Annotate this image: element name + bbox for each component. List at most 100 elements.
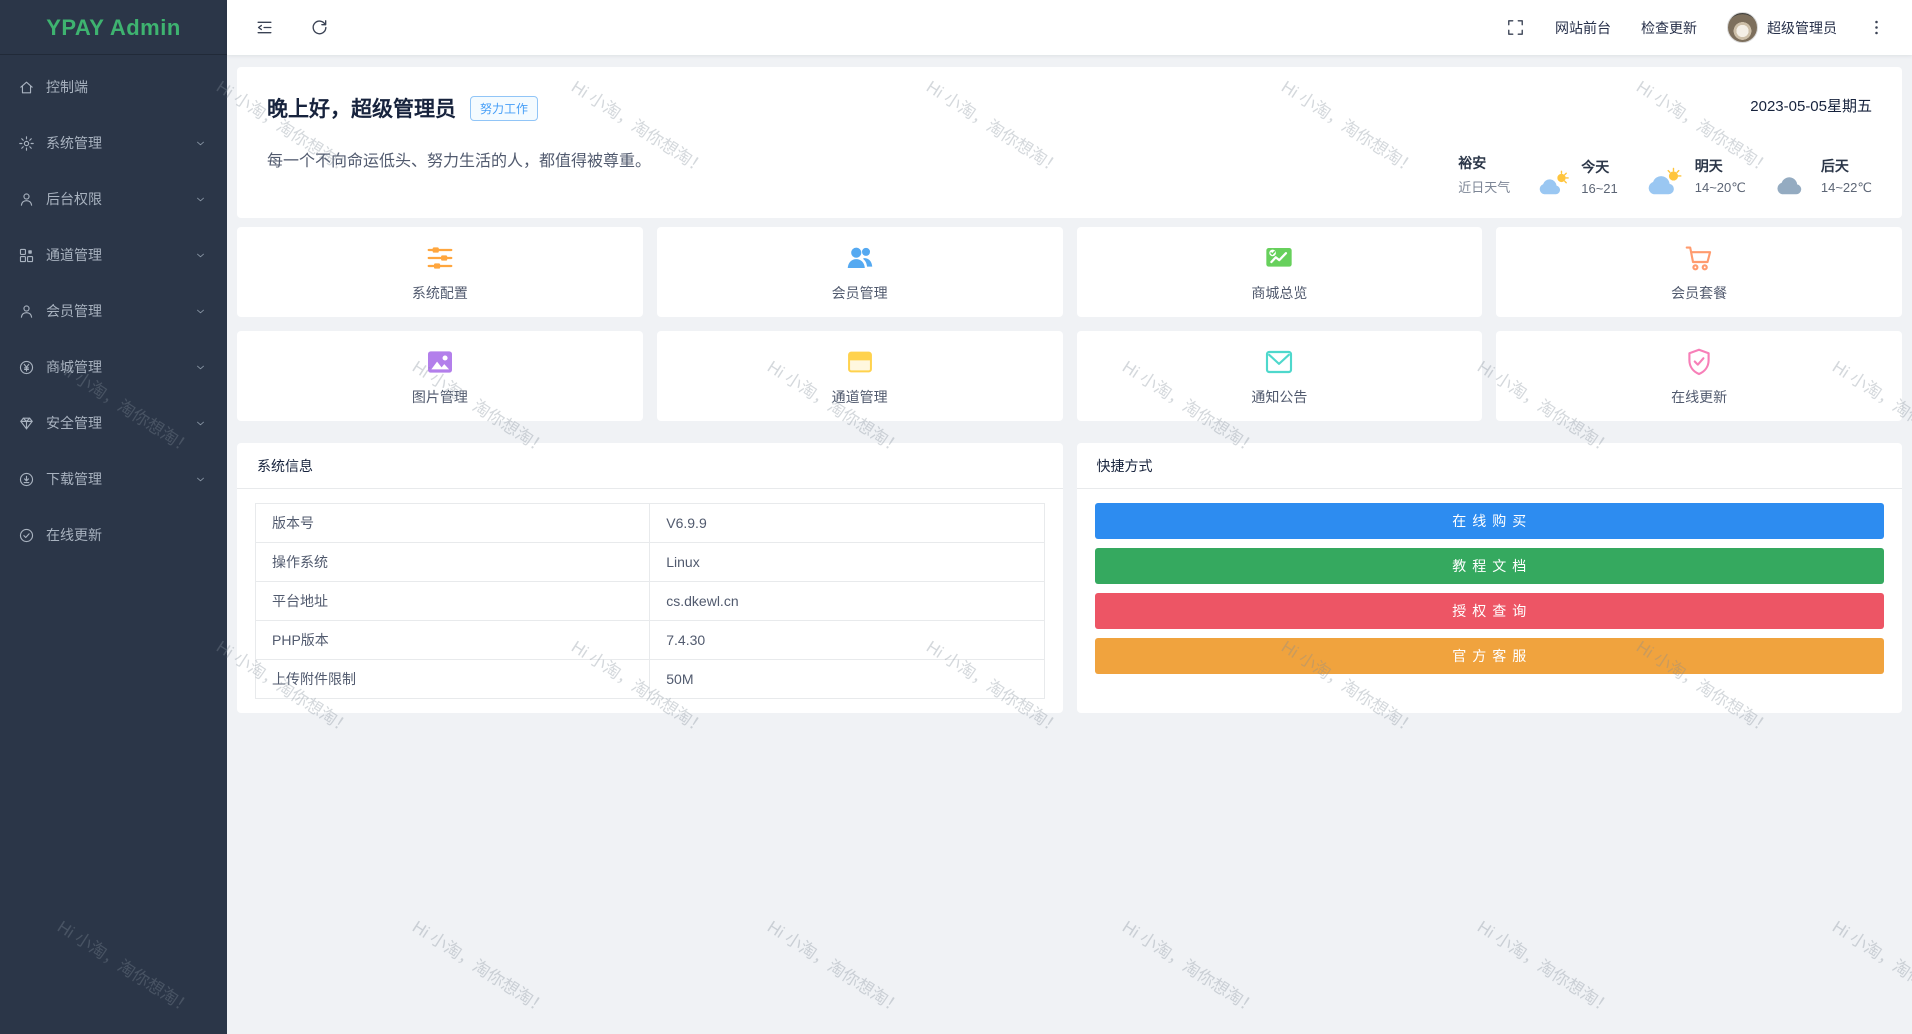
user-avatar — [1727, 12, 1758, 43]
sidebar-item-label: 会员管理 — [46, 303, 102, 319]
gear-icon — [18, 135, 35, 152]
page-content: 晚上好，超级管理员 努力工作 每一个不向命运低头、努力生活的人，都值得被尊重。 … — [227, 55, 1912, 1034]
chevron-down-icon — [194, 361, 207, 374]
refresh-icon[interactable] — [310, 18, 329, 37]
image-icon — [424, 346, 456, 378]
chart-board-icon — [1263, 242, 1295, 274]
info-value: cs.dkewl.cn — [649, 581, 1045, 621]
sidebar-item-label: 在线更新 — [46, 527, 102, 543]
main-area: 网站前台 检查更新 超级管理员 晚上好，超级管理员 努力工作 每一 — [227, 0, 1912, 1034]
card-system-config[interactable]: 系统配置 — [237, 227, 643, 317]
weather-day-name: 今天 — [1581, 159, 1610, 175]
cart-icon — [1683, 242, 1715, 274]
topbar: 网站前台 检查更新 超级管理员 — [227, 0, 1912, 55]
weather-day: 明天 14~20℃ — [1644, 156, 1746, 196]
quick-links-title: 快捷方式 — [1076, 443, 1902, 489]
card-channel-management[interactable]: 通道管理 — [656, 331, 1063, 421]
sidebar-item-label: 通道管理 — [46, 247, 102, 263]
cloud-icon — [1772, 168, 1814, 197]
weather-city: 裕安 — [1458, 155, 1487, 171]
weather-day-name: 后天 — [1820, 158, 1849, 174]
sidebar-item-label: 下载管理 — [46, 471, 102, 487]
sidebar-item-label: 系统管理 — [46, 135, 102, 151]
sliders-icon — [424, 242, 456, 274]
username: 超级管理员 — [1767, 19, 1837, 36]
system-info-title: 系统信息 — [237, 443, 1063, 489]
modules-icon — [18, 247, 35, 264]
card-label: 系统配置 — [411, 284, 468, 301]
card-label: 图片管理 — [411, 388, 468, 405]
status-badge: 努力工作 — [470, 95, 539, 121]
gem-shield-icon — [18, 415, 35, 432]
check-circle-icon — [18, 527, 35, 544]
sidebar-item-label: 安全管理 — [46, 415, 102, 431]
weather-widget: 裕安 近日天气 今天 16~21 明天 14~20℃ 后天 14~22℃ — [1458, 153, 1872, 196]
info-label: PHP版本 — [254, 620, 651, 660]
card-label: 会员套餐 — [1671, 284, 1728, 301]
weather-day: 今天 16~21 — [1536, 157, 1618, 196]
sidebar-item-permissions[interactable]: 后台权限 — [0, 171, 227, 227]
info-value: 7.4.30 — [649, 620, 1045, 660]
sidebar-item-mall[interactable]: 商城管理 — [0, 339, 227, 395]
card-member-management[interactable]: 会员管理 — [656, 227, 1063, 317]
sidebar-item-label: 控制端 — [46, 79, 88, 95]
greeting-title: 晚上好，超级管理员 — [267, 98, 456, 121]
browser-icon — [844, 346, 876, 378]
card-mall-overview[interactable]: 商城总览 — [1076, 227, 1483, 317]
info-label: 上传附件限制 — [254, 659, 651, 699]
buy-online-button[interactable]: 在线购买 — [1094, 503, 1884, 539]
chevron-down-icon — [194, 137, 207, 150]
sidebar-item-dashboard[interactable]: 控制端 — [0, 59, 227, 115]
official-support-button[interactable]: 官方客服 — [1094, 638, 1884, 674]
card-notice[interactable]: 通知公告 — [1076, 331, 1483, 421]
welcome-left: 晚上好，超级管理员 努力工作 每一个不向命运低头、努力生活的人，都值得被尊重。 — [267, 93, 651, 196]
more-dots-icon[interactable] — [1867, 18, 1886, 37]
card-member-package[interactable]: 会员套餐 — [1496, 227, 1902, 317]
sidebar-item-security[interactable]: 安全管理 — [0, 395, 227, 451]
card-online-update[interactable]: 在线更新 — [1496, 331, 1902, 421]
sidebar-item-update[interactable]: 在线更新 — [0, 507, 227, 563]
weather-city-block: 裕安 近日天气 — [1458, 153, 1510, 196]
yen-circle-icon — [18, 359, 35, 376]
docs-button[interactable]: 教程文档 — [1094, 548, 1884, 584]
sidebar-item-channels[interactable]: 通道管理 — [0, 227, 227, 283]
menu-fold-icon[interactable] — [255, 18, 274, 37]
sidebar-menu: 控制端系统管理后台权限通道管理会员管理商城管理安全管理下载管理在线更新 — [0, 55, 227, 563]
check-update-link[interactable]: 检查更新 — [1641, 19, 1697, 36]
license-query-button[interactable]: 授权查询 — [1094, 593, 1884, 629]
users-icon — [844, 242, 876, 274]
table-row: 版本号 V6.9.9 — [254, 503, 1045, 543]
card-label: 商城总览 — [1251, 284, 1308, 301]
sidebar-item-downloads[interactable]: 下载管理 — [0, 451, 227, 507]
weather-day-temp: 14~22℃ — [1820, 180, 1872, 195]
table-row: 平台地址 cs.dkewl.cn — [254, 581, 1045, 621]
motto-text: 每一个不向命运低头、努力生活的人，都值得被尊重。 — [267, 153, 652, 170]
sidebar-item-label: 后台权限 — [46, 191, 102, 207]
sun-small-cloud-icon — [1536, 169, 1574, 197]
topbar-right: 网站前台 检查更新 超级管理员 — [1506, 12, 1886, 43]
info-value: 50M — [649, 659, 1045, 699]
card-label: 通知公告 — [1251, 388, 1308, 405]
table-row: 上传附件限制 50M — [254, 659, 1045, 699]
info-label: 平台地址 — [254, 581, 651, 621]
user-icon — [18, 191, 35, 208]
sidebar-item-system[interactable]: 系统管理 — [0, 115, 227, 171]
system-info-table: 版本号 V6.9.9 操作系统 Linux 平台地址 cs.dkewl.cn PHP版本 7.… — [254, 503, 1045, 699]
info-value: V6.9.9 — [649, 503, 1045, 543]
weather-city-subtitle: 近日天气 — [1458, 180, 1511, 195]
mail-icon — [1263, 346, 1295, 378]
welcome-right: 2023-05-05星期五 裕安 近日天气 今天 16~21 明天 14~20℃ 后天 1… — [1458, 93, 1872, 196]
weather-day-temp: 14~20℃ — [1694, 180, 1746, 195]
user-menu[interactable]: 超级管理员 — [1727, 12, 1837, 43]
fullscreen-icon[interactable] — [1506, 18, 1525, 37]
frontend-link[interactable]: 网站前台 — [1555, 19, 1611, 36]
card-label: 会员管理 — [831, 284, 888, 301]
quick-links-buttons: 在线购买教程文档授权查询官方客服 — [1077, 489, 1903, 674]
sidebar-item-members[interactable]: 会员管理 — [0, 283, 227, 339]
topbar-left — [255, 18, 329, 37]
card-image-management[interactable]: 图片管理 — [237, 331, 643, 421]
sidebar: YPAY Admin 控制端 系统管理 后台权限 通道管理 会员管理 商城管理 安全管理 下载… — [0, 0, 227, 1034]
weather-day-temp: 16~21 — [1581, 181, 1618, 196]
chevron-down-icon — [194, 305, 207, 318]
welcome-panel: 晚上好，超级管理员 努力工作 每一个不向命运低头、努力生活的人，都值得被尊重。 … — [237, 67, 1902, 218]
